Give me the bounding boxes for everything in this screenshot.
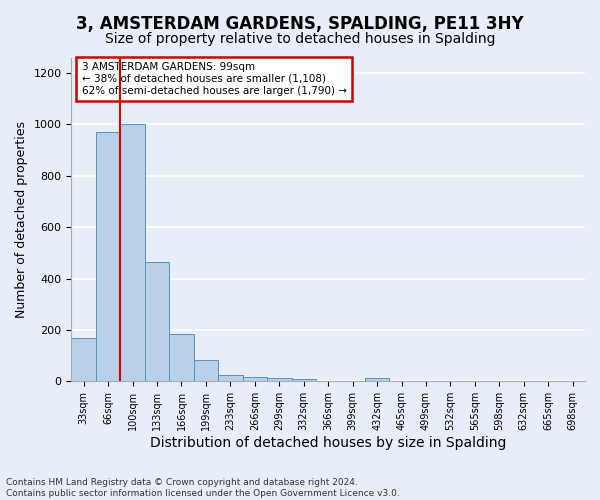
Bar bbox=[145, 262, 169, 382]
Bar bbox=[267, 378, 292, 382]
Text: Size of property relative to detached houses in Spalding: Size of property relative to detached ho… bbox=[105, 32, 495, 46]
Bar bbox=[96, 132, 121, 382]
Bar bbox=[365, 378, 389, 382]
Text: Contains HM Land Registry data © Crown copyright and database right 2024.
Contai: Contains HM Land Registry data © Crown c… bbox=[6, 478, 400, 498]
Y-axis label: Number of detached properties: Number of detached properties bbox=[15, 121, 28, 318]
Text: 3 AMSTERDAM GARDENS: 99sqm
← 38% of detached houses are smaller (1,108)
62% of s: 3 AMSTERDAM GARDENS: 99sqm ← 38% of deta… bbox=[82, 62, 347, 96]
Bar bbox=[218, 375, 242, 382]
Bar bbox=[121, 124, 145, 382]
Bar bbox=[292, 379, 316, 382]
Bar bbox=[71, 338, 96, 382]
Bar bbox=[242, 376, 267, 382]
X-axis label: Distribution of detached houses by size in Spalding: Distribution of detached houses by size … bbox=[150, 436, 506, 450]
Bar bbox=[169, 334, 194, 382]
Bar bbox=[194, 360, 218, 382]
Text: 3, AMSTERDAM GARDENS, SPALDING, PE11 3HY: 3, AMSTERDAM GARDENS, SPALDING, PE11 3HY bbox=[76, 15, 524, 33]
